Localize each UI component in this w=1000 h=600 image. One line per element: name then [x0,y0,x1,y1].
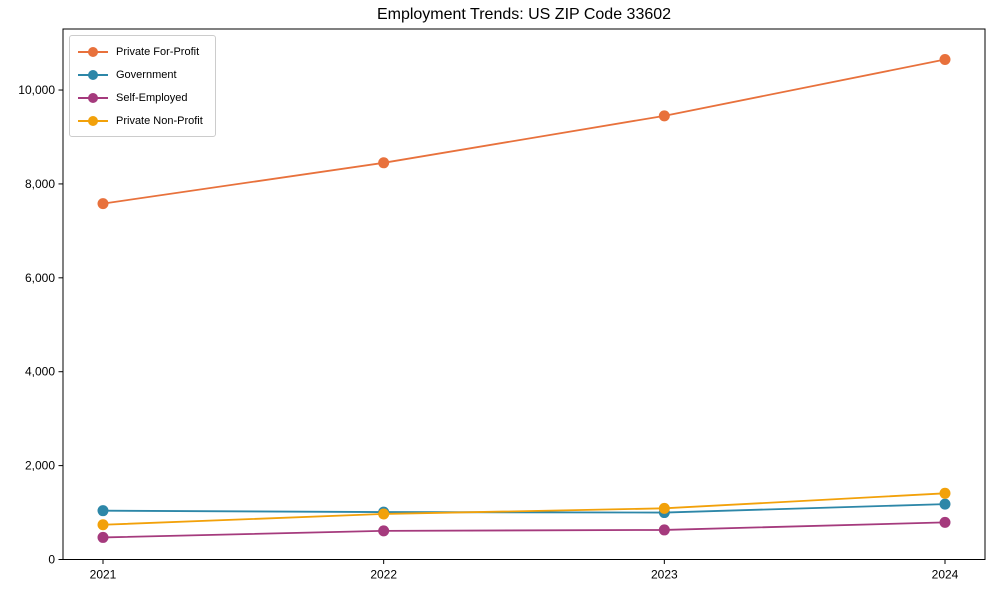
x-tick-label: 2023 [651,568,678,582]
chart-title: Employment Trends: US ZIP Code 33602 [376,6,672,23]
data-point-private-non-profit-2024 [939,487,951,499]
legend-label: Self-Employed [116,91,188,104]
x-tick-label: 2022 [370,568,397,582]
series-line-self-employed [102,521,946,539]
y-tick-label: 10,000 [18,83,55,97]
data-point-private-non-profit-2022 [378,508,390,520]
y-tick-label: 2,000 [25,459,55,473]
data-point-government-2021 [97,505,109,517]
legend-item-private-for-profit: Private For-Profit [78,44,203,59]
series-line-government [102,503,946,514]
data-point-private-for-profit-2022 [378,157,390,169]
data-point-private-for-profit-2021 [97,198,109,210]
legend-label: Private Non-Profit [116,114,203,127]
legend: Private For-Profit Government Self-Emplo… [69,35,216,137]
data-point-self-employed-2023 [658,524,670,536]
series-line-private-non-profit [102,492,946,526]
x-tick-label: 2024 [932,568,959,582]
plot-border [62,28,986,560]
legend-label: Private For-Profit [116,45,200,58]
legend-item-government: Government [78,67,203,82]
data-point-self-employed-2021 [97,531,109,543]
data-point-private-non-profit-2023 [658,502,670,514]
data-point-private-non-profit-2021 [97,519,109,531]
legend-item-private-non-profit: Private Non-Profit [78,113,203,128]
legend-item-self-employed: Self-Employed [78,90,203,105]
legend-marker-icon [78,92,108,104]
legend-marker-icon [78,46,108,58]
y-tick-label: 8,000 [25,177,55,191]
data-point-private-for-profit-2023 [658,110,670,122]
data-point-self-employed-2022 [378,525,390,537]
legend-marker-icon [78,115,108,127]
data-point-government-2024 [939,498,951,510]
data-point-private-for-profit-2024 [939,54,951,66]
legend-marker-icon [78,69,108,81]
data-point-self-employed-2024 [939,516,951,528]
x-tick-label: 2021 [90,568,117,582]
series-line-private-for-profit [102,58,946,205]
legend-label: Government [116,68,177,81]
y-tick-label: 0 [48,553,55,567]
y-tick-label: 4,000 [25,365,55,379]
y-tick-label: 6,000 [25,271,55,285]
